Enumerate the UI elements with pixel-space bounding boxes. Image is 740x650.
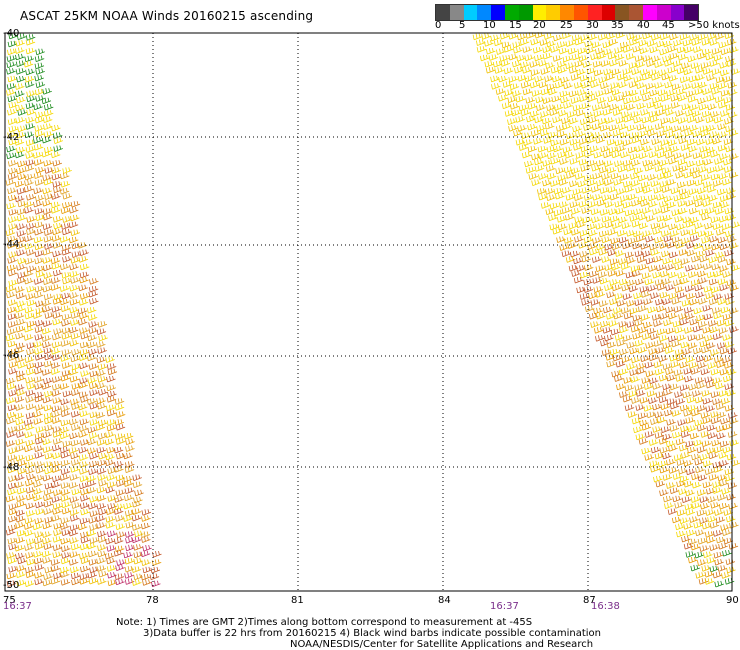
legend-label: 30 bbox=[586, 20, 599, 31]
legend-label: 20 bbox=[533, 20, 546, 31]
legend-swatch bbox=[463, 5, 478, 20]
pass-time: 16:37 bbox=[3, 601, 32, 612]
wind-barbs-layer bbox=[5, 32, 740, 588]
legend-swatch bbox=[573, 5, 588, 20]
lat-label: -44 bbox=[3, 239, 19, 250]
legend-label: 40 bbox=[637, 20, 650, 31]
legend-swatch bbox=[601, 5, 616, 20]
lat-label: -50 bbox=[3, 580, 19, 591]
legend-swatch bbox=[504, 5, 519, 20]
legend-label: 35 bbox=[611, 20, 624, 31]
lat-label: -42 bbox=[3, 132, 19, 143]
map-frame bbox=[4, 32, 733, 592]
lon-label: 84 bbox=[438, 595, 451, 606]
lat-label: -40 bbox=[3, 28, 19, 39]
note-line-3: NOAA/NESDIS/Center for Satellite Applica… bbox=[290, 639, 594, 650]
legend-label: 15 bbox=[509, 20, 522, 31]
legend-label: 45 bbox=[662, 20, 675, 31]
map-title: ASCAT 25KM NOAA Winds 20160215 ascending bbox=[20, 9, 314, 23]
note-line-1: Note: 1) Times are GMT 2)Times along bot… bbox=[116, 617, 533, 628]
legend-swatch bbox=[629, 5, 643, 20]
legend-swatch bbox=[587, 5, 602, 20]
legend-swatch bbox=[491, 5, 505, 20]
legend-swatch bbox=[656, 5, 671, 20]
wind-speed-color-legend bbox=[435, 4, 699, 21]
legend-swatch bbox=[449, 5, 464, 20]
legend-swatch bbox=[532, 5, 547, 20]
lat-label: -48 bbox=[3, 462, 19, 473]
legend-swatch bbox=[642, 5, 657, 20]
legend-swatch bbox=[477, 5, 492, 20]
legend-swatch bbox=[546, 5, 561, 20]
legend-swatch bbox=[436, 5, 450, 20]
lat-label: -46 bbox=[3, 350, 19, 361]
legend-label: 0 bbox=[435, 20, 442, 31]
wind-speed-legend-labels: 0 5 10 15 20 25 30 35 40 45 >50 knots bbox=[430, 20, 740, 32]
legend-swatch bbox=[560, 5, 574, 20]
legend-swatch bbox=[670, 5, 685, 20]
lon-label: 90 bbox=[726, 595, 739, 606]
legend-swatch bbox=[518, 5, 533, 20]
legend-label: 10 bbox=[483, 20, 496, 31]
lon-label: 81 bbox=[291, 595, 304, 606]
pass-time: 16:38 bbox=[591, 601, 620, 612]
legend-label: 5 bbox=[459, 20, 466, 31]
lat-lon-grid bbox=[5, 33, 732, 591]
legend-label: >50 knots bbox=[688, 20, 740, 31]
legend-label: 25 bbox=[560, 20, 573, 31]
pass-time: 16:37 bbox=[490, 601, 519, 612]
lon-label: 78 bbox=[146, 595, 159, 606]
note-line-2: 3)Data buffer is 22 hrs from 20160215 4)… bbox=[143, 628, 601, 639]
lon-label: 75 bbox=[3, 595, 16, 606]
legend-swatch bbox=[684, 5, 699, 20]
legend-swatch bbox=[615, 5, 630, 20]
lon-label: 87 bbox=[583, 595, 596, 606]
